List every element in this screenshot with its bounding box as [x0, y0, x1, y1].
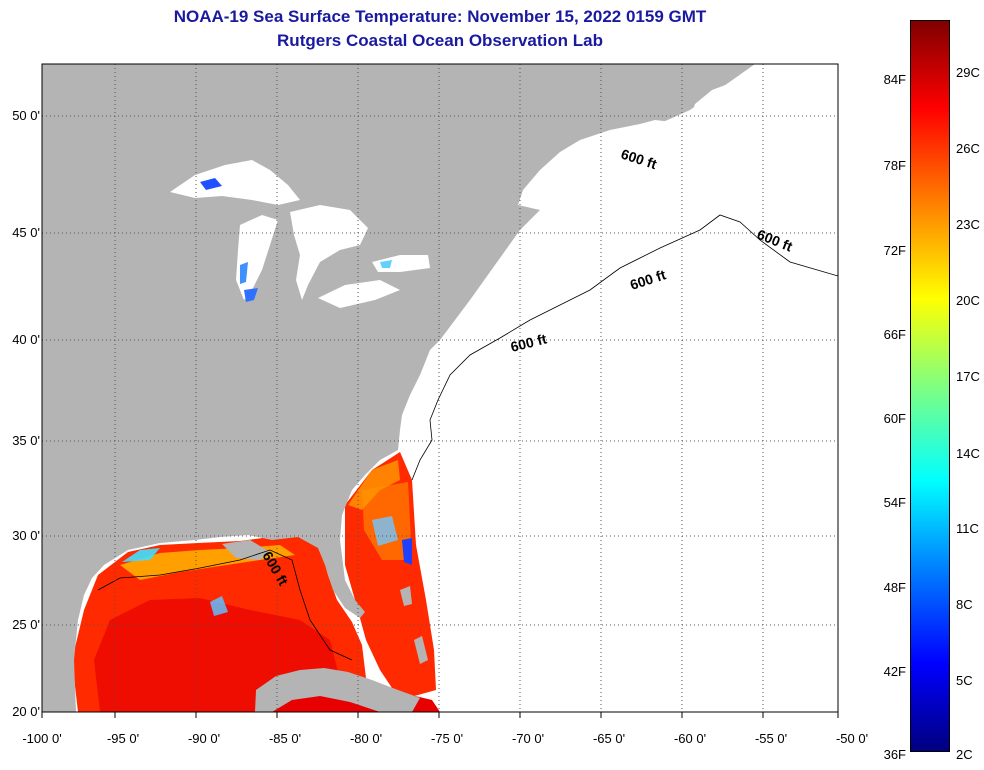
- atlantic-blue-patch: [402, 538, 412, 565]
- lake-superior-spot: [200, 178, 222, 190]
- colorbar-f-label: 48F: [883, 580, 906, 595]
- longitude-label: -70 0': [511, 731, 545, 746]
- land-bahamas-1: [400, 586, 412, 606]
- colorbar-c-label: 26C: [956, 141, 980, 156]
- map-subtitle: Rutgers Coastal Ocean Observation Lab: [277, 31, 603, 50]
- colorbar-c-label: 20C: [956, 293, 980, 308]
- latitude-label: 45 0': [12, 225, 40, 240]
- latitude-label: 20 0': [12, 704, 40, 719]
- latitude-label: 25 0': [12, 617, 40, 632]
- colorbar-c-label: 17C: [956, 369, 980, 384]
- colorbar-c-label: 8C: [956, 597, 973, 612]
- depth-contour-gulf: [97, 549, 353, 661]
- lake-michigan-spot-2: [244, 288, 258, 302]
- depth-contour-600ft: [411, 214, 838, 481]
- colorbar-f-label: 66F: [883, 327, 906, 342]
- lake-michigan-spot: [240, 262, 248, 284]
- colorbar-f-label: 42F: [883, 664, 906, 679]
- latitude-label: 40 0': [12, 332, 40, 347]
- lake-erie-spot: [380, 260, 392, 268]
- longitude-label: -75 0': [430, 731, 464, 746]
- longitude-label: -95 0': [106, 731, 140, 746]
- colorbar-c-label: 2C: [956, 747, 973, 762]
- colorbar-c-label: 14C: [956, 446, 980, 461]
- longitude-label: -80 0': [349, 731, 383, 746]
- land-north-america: [42, 64, 755, 712]
- colorbar-f-label: 72F: [883, 243, 906, 258]
- atlantic-sst-cool: [348, 460, 400, 510]
- longitude-label: -50 0': [835, 731, 869, 746]
- map-title: NOAA-19 Sea Surface Temperature: Novembe…: [173, 7, 707, 26]
- colorbar-c-label: 5C: [956, 673, 973, 688]
- latitude-label: 35 0': [12, 433, 40, 448]
- colorbar-f-label: 84F: [883, 72, 906, 87]
- longitude-label: -60 0': [673, 731, 707, 746]
- colorbar-f-label: 36F: [883, 747, 906, 762]
- graticule: [42, 64, 838, 712]
- longitude-label: -90 0': [187, 731, 221, 746]
- longitude-label: -100 0': [22, 731, 62, 746]
- latitude-label: 50 0': [12, 108, 40, 123]
- colorbar-c-label: 23C: [956, 217, 980, 232]
- gulf-cyan-patch: [122, 548, 160, 562]
- gulf-cyan-patch-2: [210, 596, 228, 616]
- latitude-label: 30 0': [12, 528, 40, 543]
- map-frame: [41, 63, 839, 713]
- axis-ticks: [41, 712, 839, 718]
- atlantic-cyan-patch: [372, 516, 398, 546]
- temperature-colorbar: [910, 20, 950, 752]
- colorbar-f-label: 54F: [883, 495, 906, 510]
- colorbar-f-label: 60F: [883, 411, 906, 426]
- longitude-label: -85 0': [268, 731, 302, 746]
- colorbar-c-label: 29C: [956, 65, 980, 80]
- longitude-label: -65 0': [592, 731, 626, 746]
- colorbar-c-label: 11C: [956, 521, 979, 536]
- land-cuba: [255, 668, 420, 712]
- longitude-label: -55 0': [754, 731, 788, 746]
- colorbar-f-label: 78F: [883, 158, 906, 173]
- land-bahamas-2: [414, 636, 428, 664]
